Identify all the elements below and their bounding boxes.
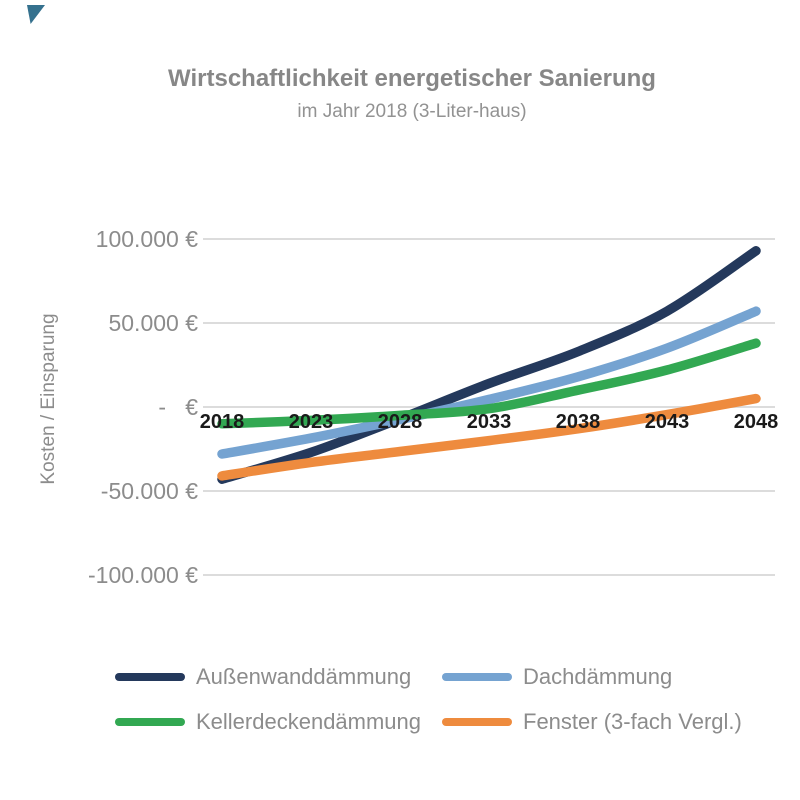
y-axis-tick-label: -100.000 € bbox=[88, 562, 198, 588]
x-axis-tick-label: 2028 bbox=[377, 411, 423, 433]
y-axis-tick-label: -50.000 € bbox=[100, 478, 198, 504]
legend-item-aussenwanddaemmung[interactable]: Außenwanddämmung bbox=[115, 664, 411, 690]
legend-swatch-dachdaemmung bbox=[442, 673, 512, 681]
x-axis-tick-label: 2048 bbox=[733, 411, 779, 433]
chart-subtitle: im Jahr 2018 (3-Liter-haus) bbox=[297, 101, 527, 122]
legend-label: Kellerdeckendämmung bbox=[196, 709, 422, 734]
y-axis-tick-label: 50.000 € bbox=[108, 310, 198, 336]
series-line-3 bbox=[217, 393, 761, 481]
legend-item-kellerdeckendaemmung[interactable]: Kellerdeckendämmung bbox=[115, 709, 421, 735]
x-axis-tick-label: 2018 bbox=[199, 411, 245, 433]
x-axis-tick-label: 2043 bbox=[644, 411, 690, 433]
legend-item-fenster[interactable]: Fenster (3-fach Vergl.) bbox=[442, 709, 742, 735]
chart-title: Wirtschaftlichkeit energetischer Sanieru… bbox=[168, 65, 656, 92]
legend-swatch-aussenwanddaemmung bbox=[115, 673, 185, 681]
series-line-1 bbox=[217, 306, 761, 459]
legend-label: Außenwanddämmung bbox=[196, 664, 412, 689]
legend-swatch-fenster bbox=[442, 718, 512, 726]
series-line-2 bbox=[217, 338, 761, 429]
y-axis-tick-label: - € bbox=[158, 394, 198, 420]
legend-swatch-kellerdeckendaemmung bbox=[115, 718, 185, 726]
x-axis-tick-label: 2038 bbox=[555, 411, 601, 433]
series-line-0 bbox=[217, 246, 761, 484]
x-axis-tick-label: 2023 bbox=[288, 411, 334, 433]
legend-label: Fenster (3-fach Vergl.) bbox=[523, 709, 742, 734]
legend-item-dachdaemmung[interactable]: Dachdämmung bbox=[442, 664, 672, 690]
x-axis-tick-label: 2033 bbox=[466, 411, 512, 433]
legend-label: Dachdämmung bbox=[523, 664, 673, 689]
y-axis-tick-label: 100.000 € bbox=[95, 226, 198, 252]
y-axis-title: Kosten / Einsparung bbox=[38, 313, 59, 485]
